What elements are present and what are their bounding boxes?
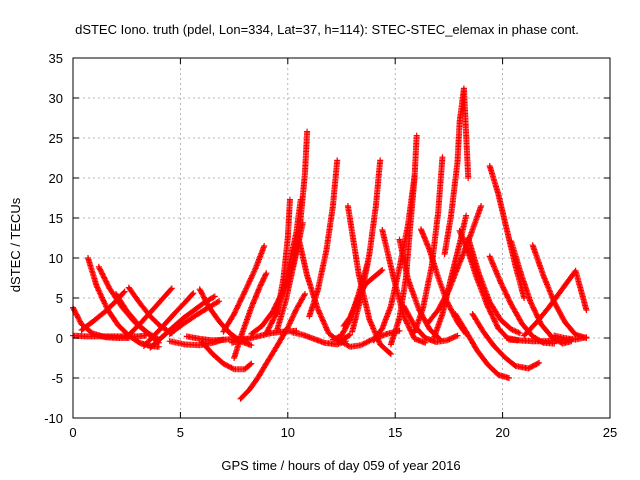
data-point-markers bbox=[274, 196, 293, 317]
series bbox=[529, 242, 590, 341]
x-tick-label: 0 bbox=[69, 425, 76, 440]
data-point-markers bbox=[469, 311, 543, 372]
y-tick-label: 30 bbox=[49, 91, 63, 106]
series bbox=[198, 339, 255, 373]
x-axis-title: GPS time / hours of day 059 of year 2016 bbox=[221, 458, 460, 473]
series bbox=[349, 157, 384, 335]
series bbox=[452, 311, 512, 381]
data-point-markers bbox=[349, 157, 384, 335]
y-tick-label: 20 bbox=[49, 171, 63, 186]
data-point-markers bbox=[441, 85, 472, 257]
series bbox=[274, 196, 293, 317]
series bbox=[521, 267, 590, 339]
y-tick-label: 15 bbox=[49, 211, 63, 226]
x-tick-label: 20 bbox=[495, 425, 509, 440]
x-tick-label: 25 bbox=[603, 425, 617, 440]
x-tick-label: 5 bbox=[177, 425, 184, 440]
series bbox=[140, 290, 197, 349]
data-point-markers bbox=[486, 253, 558, 347]
series bbox=[469, 311, 543, 372]
series bbox=[125, 284, 175, 337]
series bbox=[551, 332, 590, 343]
series bbox=[441, 85, 472, 257]
series bbox=[503, 335, 575, 345]
chart-title: dSTEC Iono. truth (pdel, Lon=334, Lat=37… bbox=[75, 22, 579, 37]
data-point-markers bbox=[503, 335, 575, 345]
data-point-markers bbox=[125, 284, 175, 337]
y-tick-label: -5 bbox=[51, 371, 63, 386]
plot-area bbox=[70, 85, 590, 402]
series bbox=[306, 157, 341, 320]
series bbox=[78, 288, 128, 333]
grid bbox=[73, 58, 610, 418]
series bbox=[430, 212, 470, 341]
y-tick-label: -10 bbox=[44, 411, 63, 426]
y-axis-title: dSTEC / TECUs bbox=[8, 197, 23, 292]
series bbox=[123, 285, 175, 341]
data-point-markers bbox=[306, 157, 341, 320]
data-point-markers bbox=[166, 336, 227, 349]
plot-border bbox=[72, 57, 611, 419]
data-point-markers bbox=[465, 235, 523, 337]
x-tick-label: 10 bbox=[281, 425, 295, 440]
y-tick-label: 5 bbox=[56, 291, 63, 306]
y-axis: -10 -5 0 5 10 15 20 25 30 35 bbox=[44, 51, 610, 426]
series bbox=[229, 327, 300, 346]
data-point-markers bbox=[456, 227, 521, 344]
data-point-markers bbox=[529, 242, 590, 341]
data-point-markers bbox=[140, 290, 197, 349]
plot-frame bbox=[72, 57, 611, 419]
x-axis: 0 5 10 15 20 25 bbox=[69, 58, 617, 440]
y-tick-label: 25 bbox=[49, 131, 63, 146]
series bbox=[486, 253, 558, 347]
y-tick-label: 35 bbox=[49, 51, 63, 66]
y-tick-label: 0 bbox=[56, 331, 63, 346]
data-point-markers bbox=[198, 339, 255, 373]
data-point-markers bbox=[521, 267, 590, 339]
data-point-markers bbox=[430, 212, 470, 341]
series bbox=[166, 336, 227, 349]
series bbox=[465, 235, 523, 337]
data-point-markers bbox=[229, 327, 300, 346]
data-point-markers bbox=[452, 311, 512, 381]
series bbox=[456, 227, 521, 344]
data-point-markers bbox=[123, 285, 175, 341]
y-tick-label: 10 bbox=[49, 251, 63, 266]
series bbox=[220, 243, 268, 335]
data-point-markers bbox=[551, 332, 590, 343]
x-tick-label: 15 bbox=[388, 425, 402, 440]
data-point-markers bbox=[78, 288, 128, 333]
data-point-markers bbox=[220, 243, 268, 335]
